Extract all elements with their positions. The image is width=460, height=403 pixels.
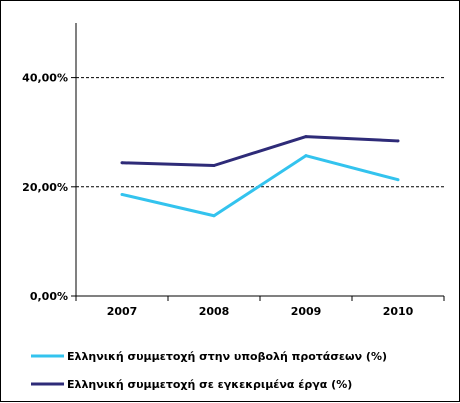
x-tick-label: 2009 [291,305,322,318]
y-tick-label: 20,00% [22,181,68,194]
data-point [212,214,216,218]
data-point [396,139,400,143]
y-tick-label: 40,00% [22,72,68,85]
y-tick-label: 0,00% [30,290,68,303]
data-point [120,161,124,165]
data-point [304,135,308,139]
x-tick-label: 2008 [199,305,230,318]
x-tick-label: 2010 [383,305,414,318]
data-point [212,164,216,168]
data-point [120,192,124,196]
series-line-1 [121,135,399,168]
data-point [304,154,308,158]
series-line-0 [121,154,399,218]
data-point [396,178,400,182]
legend-label-0: Ελληνική συμμετοχή στην υποβολή προτάσεω… [67,350,387,363]
legend-label-1: Ελληνική συμμετοχή σε εγκεκριμένα έργα (… [67,378,352,391]
x-tick-label: 2007 [107,305,138,318]
